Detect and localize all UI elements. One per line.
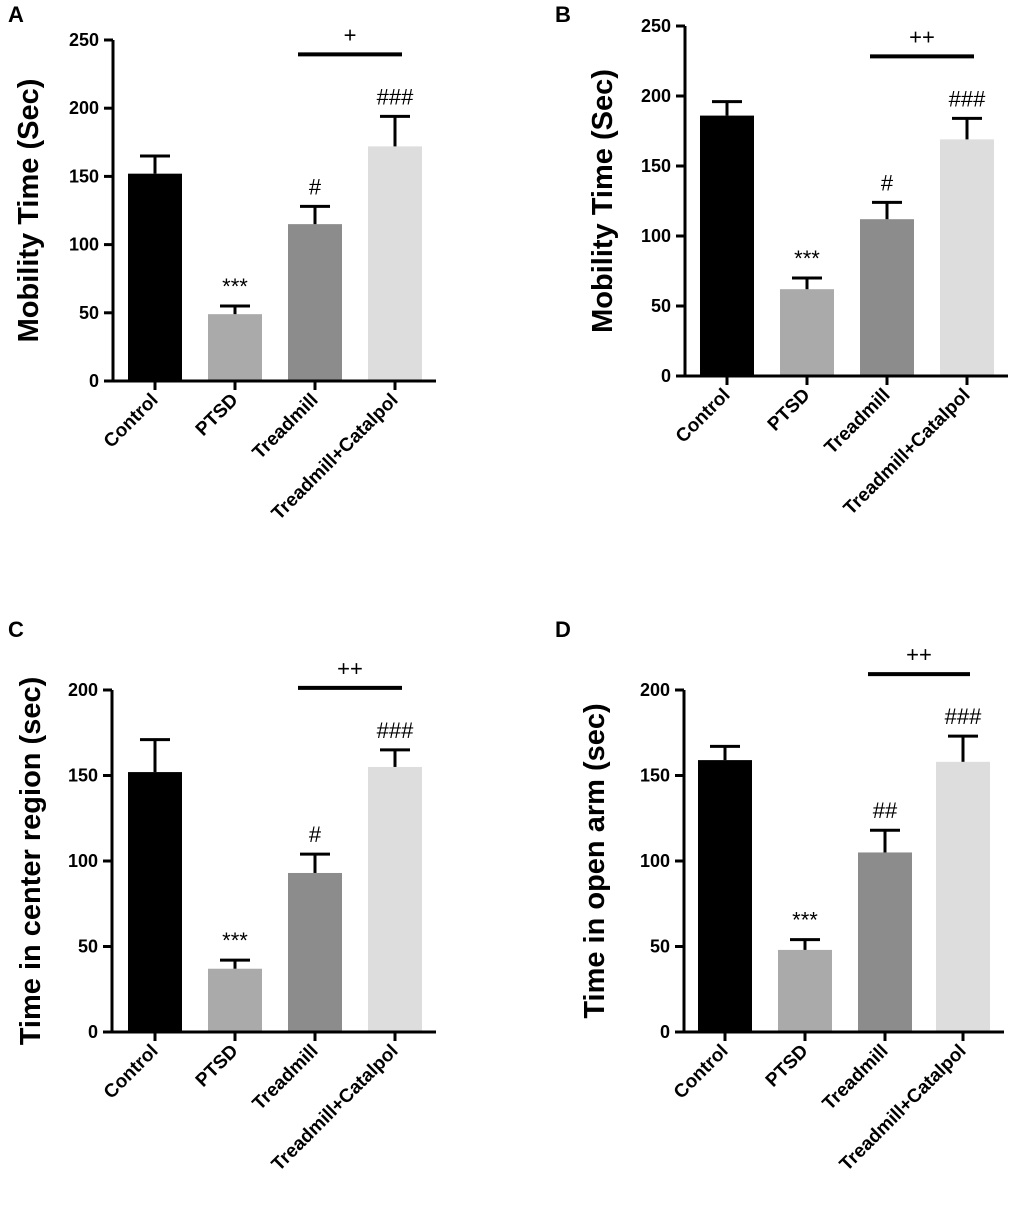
bar-treadmill xyxy=(288,224,342,381)
y-tick-label: 100 xyxy=(69,235,99,255)
y-axis-label: Time in open arm (sec) xyxy=(579,703,611,1018)
x-category-label: Control xyxy=(100,1041,163,1104)
significance-label: *** xyxy=(792,908,818,933)
panel-letter: B xyxy=(555,2,571,27)
bar-ptsd xyxy=(208,968,262,1032)
bar-treadmill xyxy=(858,852,912,1032)
x-category-label: Treadmill xyxy=(249,1041,323,1115)
x-category-label: PTSD xyxy=(192,390,243,441)
y-tick-label: 200 xyxy=(69,98,99,118)
y-tick-label: 250 xyxy=(69,30,99,50)
x-category-label: PTSD xyxy=(762,1041,813,1092)
bar-control xyxy=(698,760,752,1032)
y-tick-label: 50 xyxy=(650,937,670,957)
comparison-label: ++ xyxy=(909,24,935,49)
y-tick-label: 0 xyxy=(89,371,99,391)
y-tick-label: 0 xyxy=(660,1022,670,1042)
bar-control xyxy=(128,772,182,1032)
y-tick-label: 150 xyxy=(69,166,99,186)
y-axis-label: Mobility Time (Sec) xyxy=(13,79,45,343)
panel-letter: D xyxy=(555,617,571,642)
comparison-label: + xyxy=(344,22,357,47)
x-category-label: PTSD xyxy=(764,385,815,436)
bar-ptsd xyxy=(208,314,262,381)
x-category-label: Treadmill xyxy=(249,390,323,464)
significance-label: *** xyxy=(222,928,248,953)
bar-ptsd xyxy=(778,949,832,1032)
significance-label: ### xyxy=(945,704,982,729)
y-tick-label: 250 xyxy=(641,16,671,36)
significance-label: *** xyxy=(794,246,820,271)
y-tick-label: 0 xyxy=(661,366,671,386)
panel-letter: C xyxy=(8,617,24,642)
y-tick-label: 100 xyxy=(641,226,671,246)
x-category-label: Treadmill+Catalpol xyxy=(836,1041,971,1176)
bar-control xyxy=(128,173,182,381)
x-category-label: Control xyxy=(670,1041,733,1104)
y-tick-label: 50 xyxy=(78,937,98,957)
y-tick-label: 50 xyxy=(651,296,671,316)
significance-label: ## xyxy=(873,798,898,823)
y-tick-label: 200 xyxy=(640,680,670,700)
x-category-label: Control xyxy=(100,390,163,453)
y-tick-label: 100 xyxy=(68,851,98,871)
y-axis-label: Mobility Time (Sec) xyxy=(587,69,619,333)
y-tick-label: 150 xyxy=(68,766,98,786)
significance-label: # xyxy=(881,170,894,195)
bar-treadmill-catalpol xyxy=(368,146,422,381)
bar-treadmill-catalpol xyxy=(368,766,422,1032)
comparison-label: ++ xyxy=(337,656,363,681)
y-tick-label: 100 xyxy=(640,851,670,871)
bar-treadmill xyxy=(288,872,342,1032)
y-axis-label: Time in center region (sec) xyxy=(15,677,47,1046)
bar-control xyxy=(700,115,754,376)
x-category-label: PTSD xyxy=(192,1041,243,1092)
significance-label: ### xyxy=(377,718,414,743)
y-tick-label: 50 xyxy=(79,303,99,323)
significance-label: ### xyxy=(949,86,986,111)
bar-ptsd xyxy=(780,289,834,376)
bar-treadmill-catalpol xyxy=(940,139,994,376)
y-tick-label: 150 xyxy=(640,766,670,786)
significance-label: *** xyxy=(222,274,248,299)
significance-label: ### xyxy=(377,84,414,109)
x-category-label: Control xyxy=(672,385,735,448)
significance-label: # xyxy=(309,174,322,199)
y-tick-label: 200 xyxy=(641,86,671,106)
y-tick-label: 200 xyxy=(68,680,98,700)
significance-label: # xyxy=(309,822,322,847)
x-category-label: Treadmill xyxy=(821,385,895,459)
y-tick-label: 150 xyxy=(641,156,671,176)
panel-letter: A xyxy=(8,2,24,27)
y-tick-label: 0 xyxy=(88,1022,98,1042)
comparison-label: ++ xyxy=(906,642,932,667)
bar-treadmill xyxy=(860,219,914,376)
bar-treadmill-catalpol xyxy=(936,761,990,1032)
x-category-label: Treadmill xyxy=(819,1041,893,1115)
